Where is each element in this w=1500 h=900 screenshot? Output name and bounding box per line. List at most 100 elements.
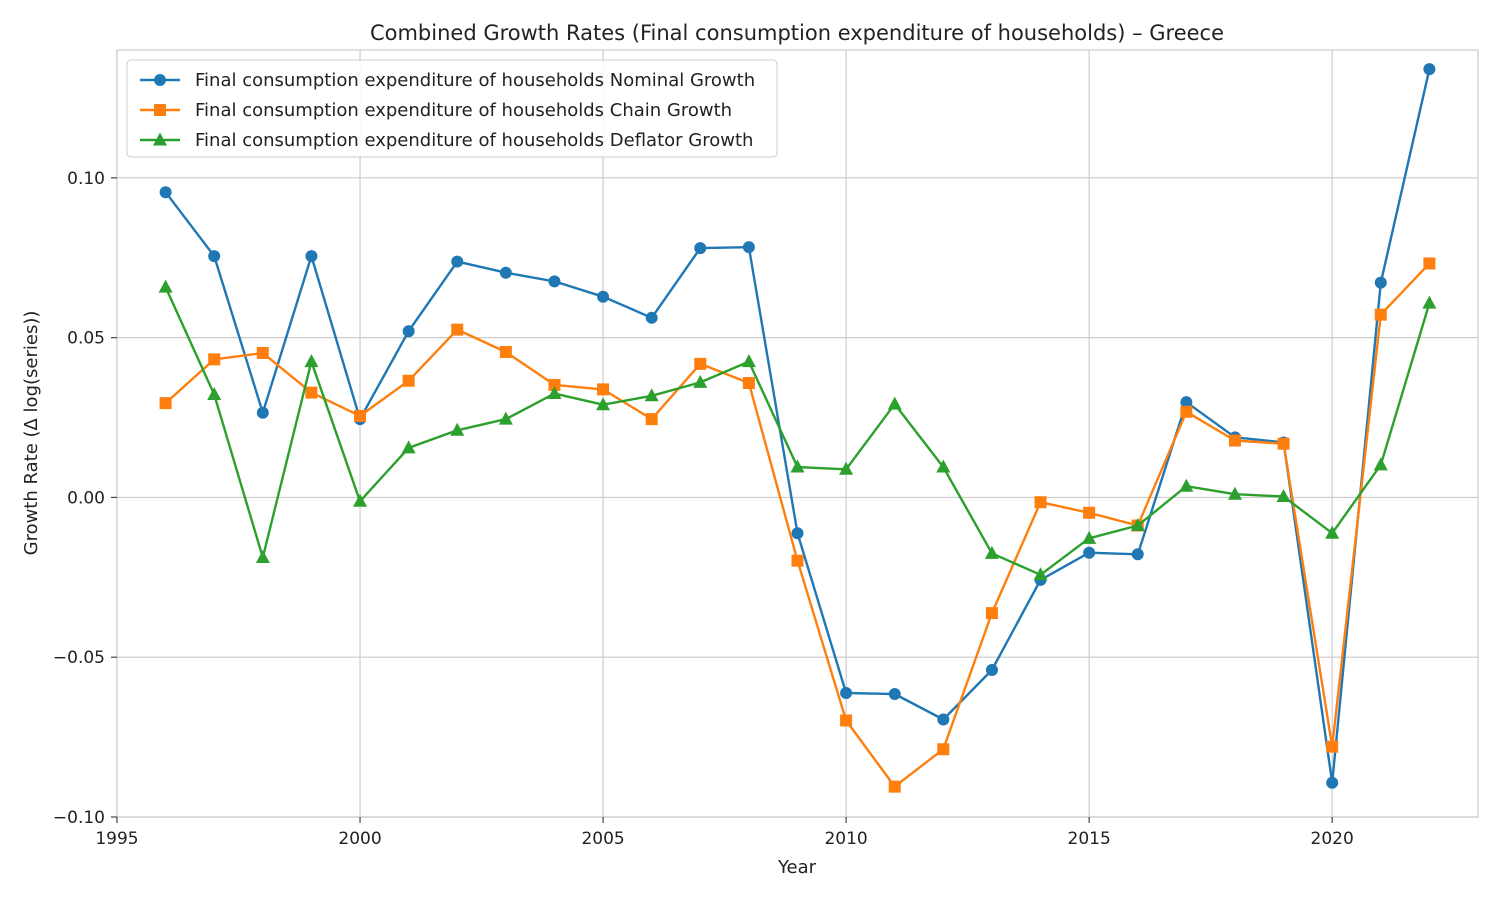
data-point-nominal bbox=[840, 687, 853, 700]
data-point-chain bbox=[1083, 506, 1096, 519]
data-point-chain bbox=[597, 383, 610, 396]
data-point-nominal bbox=[1326, 776, 1339, 789]
data-point-deflator bbox=[401, 440, 416, 454]
x-tick-label: 2000 bbox=[338, 829, 381, 849]
data-point-chain bbox=[159, 397, 172, 410]
data-point-nominal bbox=[451, 255, 464, 268]
data-point-chain bbox=[1277, 437, 1290, 450]
data-point-nominal bbox=[645, 311, 658, 324]
data-point-deflator bbox=[936, 459, 951, 473]
data-point-nominal bbox=[694, 242, 707, 255]
data-point-chain bbox=[1180, 405, 1193, 418]
plot-frame bbox=[116, 49, 1479, 818]
legend-marker-deflator bbox=[153, 132, 167, 146]
data-point-nominal bbox=[1180, 396, 1193, 409]
series-layer bbox=[158, 63, 1437, 793]
data-point-deflator bbox=[158, 279, 173, 293]
x-tick-label: 2010 bbox=[824, 829, 867, 849]
series-deflator bbox=[158, 279, 1437, 581]
y-tick-label: 0.10 bbox=[67, 169, 105, 189]
data-point-deflator bbox=[1179, 478, 1194, 492]
data-point-chain bbox=[791, 554, 804, 567]
data-point-nominal bbox=[1083, 546, 1096, 559]
data-point-chain bbox=[742, 377, 755, 390]
data-point-deflator bbox=[839, 461, 854, 475]
data-point-chain bbox=[1423, 257, 1436, 270]
data-point-deflator bbox=[304, 354, 319, 368]
data-point-chain bbox=[937, 743, 950, 756]
data-point-nominal bbox=[159, 186, 172, 199]
data-point-nominal bbox=[548, 275, 561, 288]
legend-label-deflator: Final consumption expenditure of househo… bbox=[195, 130, 753, 151]
data-point-nominal bbox=[305, 250, 318, 263]
data-point-deflator bbox=[644, 388, 659, 402]
data-point-chain bbox=[402, 374, 415, 387]
series-nominal bbox=[159, 63, 1436, 789]
plot-area bbox=[116, 49, 1479, 818]
data-point-nominal bbox=[1423, 63, 1436, 76]
legend-label-nominal: Final consumption expenditure of househo… bbox=[195, 70, 755, 91]
y-tick-label: 0.05 bbox=[67, 329, 105, 349]
data-point-deflator bbox=[1130, 518, 1145, 532]
data-point-chain bbox=[1326, 740, 1339, 753]
data-point-nominal bbox=[1374, 276, 1387, 289]
legend-box bbox=[126, 59, 778, 158]
x-axis-ticks: 1995 2000 2005 2010 2015 2020 bbox=[95, 817, 1354, 849]
data-point-deflator bbox=[1276, 488, 1291, 502]
data-point-nominal bbox=[888, 687, 901, 700]
data-point-nominal bbox=[597, 290, 610, 303]
data-point-chain bbox=[499, 346, 512, 359]
data-point-deflator bbox=[547, 386, 562, 400]
data-point-chain bbox=[645, 413, 658, 426]
data-point-chain bbox=[840, 714, 853, 727]
data-point-chain bbox=[1374, 308, 1387, 321]
data-point-deflator bbox=[1325, 525, 1340, 539]
plot-background bbox=[117, 50, 1478, 817]
legend: Final consumption expenditure of househo… bbox=[126, 59, 778, 158]
data-point-deflator bbox=[741, 354, 756, 368]
x-tick-label: 2005 bbox=[581, 829, 624, 849]
data-point-nominal bbox=[256, 406, 269, 419]
data-point-chain bbox=[208, 353, 221, 366]
data-point-deflator bbox=[255, 549, 270, 563]
data-point-chain bbox=[888, 780, 901, 793]
series-chain bbox=[159, 257, 1436, 793]
data-point-deflator bbox=[1227, 486, 1242, 500]
data-point-deflator bbox=[1373, 457, 1388, 471]
data-point-chain bbox=[256, 346, 269, 359]
data-point-nominal bbox=[499, 266, 512, 279]
data-point-deflator bbox=[207, 387, 222, 401]
data-point-nominal bbox=[1131, 548, 1144, 561]
chart-title: Combined Growth Rates (Final consumption… bbox=[370, 21, 1224, 45]
data-point-nominal bbox=[402, 325, 415, 338]
data-point-chain bbox=[354, 409, 367, 422]
y-tick-label: −0.10 bbox=[53, 808, 105, 828]
data-point-deflator bbox=[984, 545, 999, 559]
data-point-nominal bbox=[742, 241, 755, 254]
x-tick-label: 1995 bbox=[95, 829, 138, 849]
legend-label-chain: Final consumption expenditure of househo… bbox=[195, 100, 732, 121]
data-point-deflator bbox=[353, 493, 368, 507]
data-point-deflator bbox=[693, 374, 708, 388]
data-point-chain bbox=[1228, 434, 1241, 447]
y-tick-label: 0.00 bbox=[67, 488, 105, 508]
data-point-chain bbox=[694, 357, 707, 370]
data-point-deflator bbox=[498, 411, 513, 425]
y-axis-title: Growth Rate (Δ log(series)) bbox=[21, 311, 42, 556]
data-point-deflator bbox=[790, 459, 805, 473]
data-point-nominal bbox=[208, 250, 221, 263]
data-point-deflator bbox=[596, 397, 611, 411]
data-point-deflator bbox=[1082, 530, 1097, 544]
data-point-chain bbox=[305, 386, 318, 399]
data-point-deflator bbox=[1422, 295, 1437, 309]
data-point-chain bbox=[985, 607, 998, 620]
x-tick-label: 2020 bbox=[1311, 829, 1354, 849]
data-point-chain bbox=[451, 323, 464, 336]
data-point-nominal bbox=[937, 713, 950, 726]
data-point-nominal bbox=[791, 527, 804, 540]
x-tick-label: 2015 bbox=[1068, 829, 1111, 849]
data-point-chain bbox=[1034, 496, 1047, 509]
data-point-nominal bbox=[985, 663, 998, 676]
data-point-chain bbox=[548, 378, 561, 391]
